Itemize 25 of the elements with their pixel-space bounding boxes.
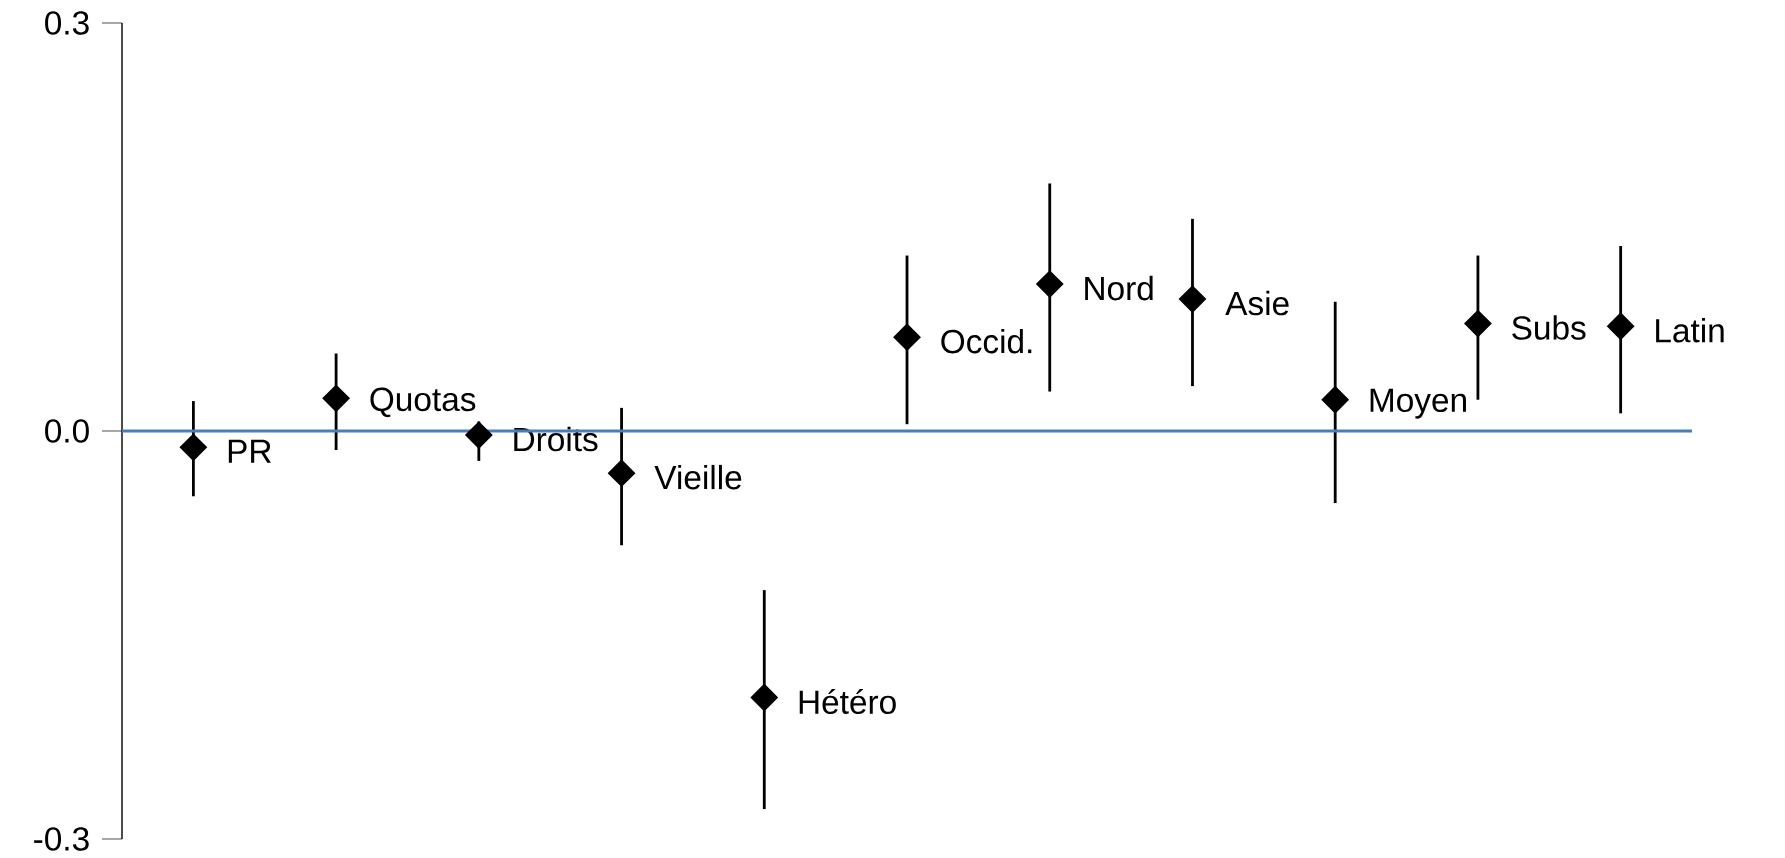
point <box>607 459 636 487</box>
annotation: PR <box>228 439 271 463</box>
point <box>1464 309 1492 338</box>
annotation: Droits <box>514 426 598 452</box>
point <box>322 384 350 412</box>
point <box>179 433 208 461</box>
point <box>893 323 921 351</box>
point <box>1321 386 1349 414</box>
point <box>465 421 493 449</box>
point <box>1607 312 1635 340</box>
annotation: Vieille <box>654 464 742 490</box>
annotation: Occid. <box>941 328 1032 354</box>
y-tick-label: -0.3 <box>34 827 89 851</box>
annotation: Latin <box>1656 318 1724 343</box>
point <box>750 683 778 712</box>
y-tick-label: 0.0 <box>45 419 89 443</box>
annotation: Quotas <box>370 387 476 418</box>
point <box>1178 285 1207 313</box>
point <box>1036 270 1064 298</box>
y-tick-label: 0.3 <box>45 11 89 35</box>
annotation: Nord <box>1085 275 1153 301</box>
annotation: Subs <box>1512 315 1586 340</box>
annotation: Moyen <box>1370 388 1466 419</box>
annotation: Hétéro <box>799 689 896 715</box>
annotation: Asie <box>1225 290 1289 316</box>
